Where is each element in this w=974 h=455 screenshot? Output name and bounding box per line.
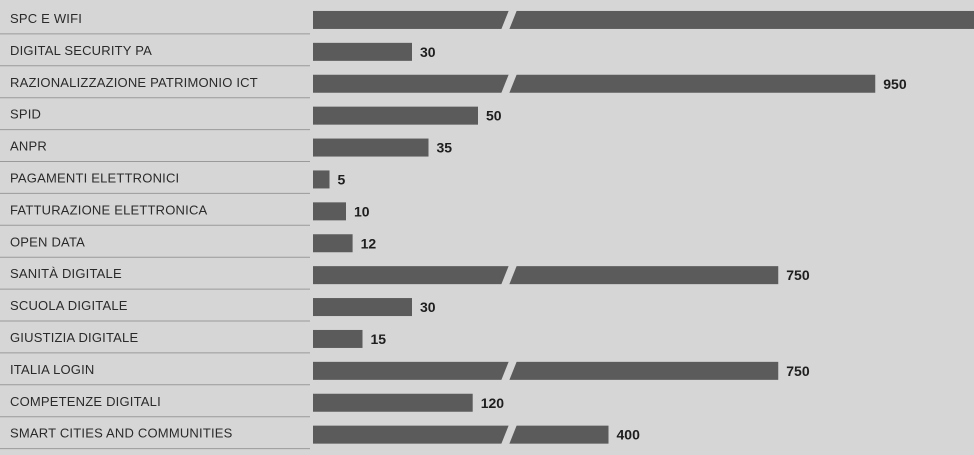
value-label: 120 bbox=[481, 395, 505, 411]
bar bbox=[313, 10, 974, 29]
category-label: PAGAMENTI ELETTRONICI bbox=[10, 170, 179, 185]
value-label: 12 bbox=[361, 235, 377, 251]
bar bbox=[313, 106, 478, 125]
axis-break-mark bbox=[501, 265, 517, 286]
axis-break-mark bbox=[501, 360, 517, 381]
value-label: 10 bbox=[354, 203, 370, 219]
category-label: SANITÀ DIGITALE bbox=[10, 266, 122, 281]
value-label: 400 bbox=[617, 427, 641, 443]
value-label: 750 bbox=[786, 267, 810, 283]
value-label: 750 bbox=[786, 363, 810, 379]
value-label: 15 bbox=[371, 331, 387, 347]
bar bbox=[313, 202, 346, 221]
bar bbox=[313, 393, 473, 412]
category-label: SPID bbox=[10, 107, 41, 122]
value-label: 950 bbox=[883, 76, 907, 92]
category-label: SCUOLA DIGITALE bbox=[10, 298, 128, 313]
bar bbox=[313, 425, 609, 444]
axis-break-mark bbox=[501, 424, 517, 445]
value-label: 50 bbox=[486, 108, 502, 124]
category-label: ANPR bbox=[10, 139, 47, 154]
category-label: GIUSTIZIA DIGITALE bbox=[10, 330, 138, 345]
category-label: ITALIA LOGIN bbox=[10, 362, 95, 377]
category-label: SPC E WIFI bbox=[10, 11, 82, 26]
bar bbox=[313, 170, 330, 189]
axis-break-mark bbox=[501, 392, 517, 413]
axis-break-mark bbox=[501, 73, 517, 94]
bar bbox=[313, 298, 412, 317]
category-label: FATTURAZIONE ELETTRONICA bbox=[10, 202, 208, 217]
bar bbox=[313, 329, 363, 348]
bar bbox=[313, 138, 429, 157]
bar bbox=[313, 74, 876, 93]
value-label: 5 bbox=[338, 171, 346, 187]
value-label: 30 bbox=[420, 44, 436, 60]
bar bbox=[313, 266, 779, 285]
value-label: 30 bbox=[420, 299, 436, 315]
category-label: OPEN DATA bbox=[10, 234, 85, 249]
bar bbox=[313, 361, 779, 380]
category-label: DIGITAL SECURITY PA bbox=[10, 43, 152, 58]
axis-break-mark bbox=[501, 9, 517, 30]
category-label: COMPETENZE DIGITALI bbox=[10, 394, 161, 409]
bar bbox=[313, 42, 412, 61]
bar bbox=[313, 234, 353, 253]
value-label: 35 bbox=[437, 140, 453, 156]
category-label: SMART CITIES AND COMMUNITIES bbox=[10, 426, 233, 441]
category-label: RAZIONALIZZAZIONE PATRIMONIO ICT bbox=[10, 75, 258, 90]
